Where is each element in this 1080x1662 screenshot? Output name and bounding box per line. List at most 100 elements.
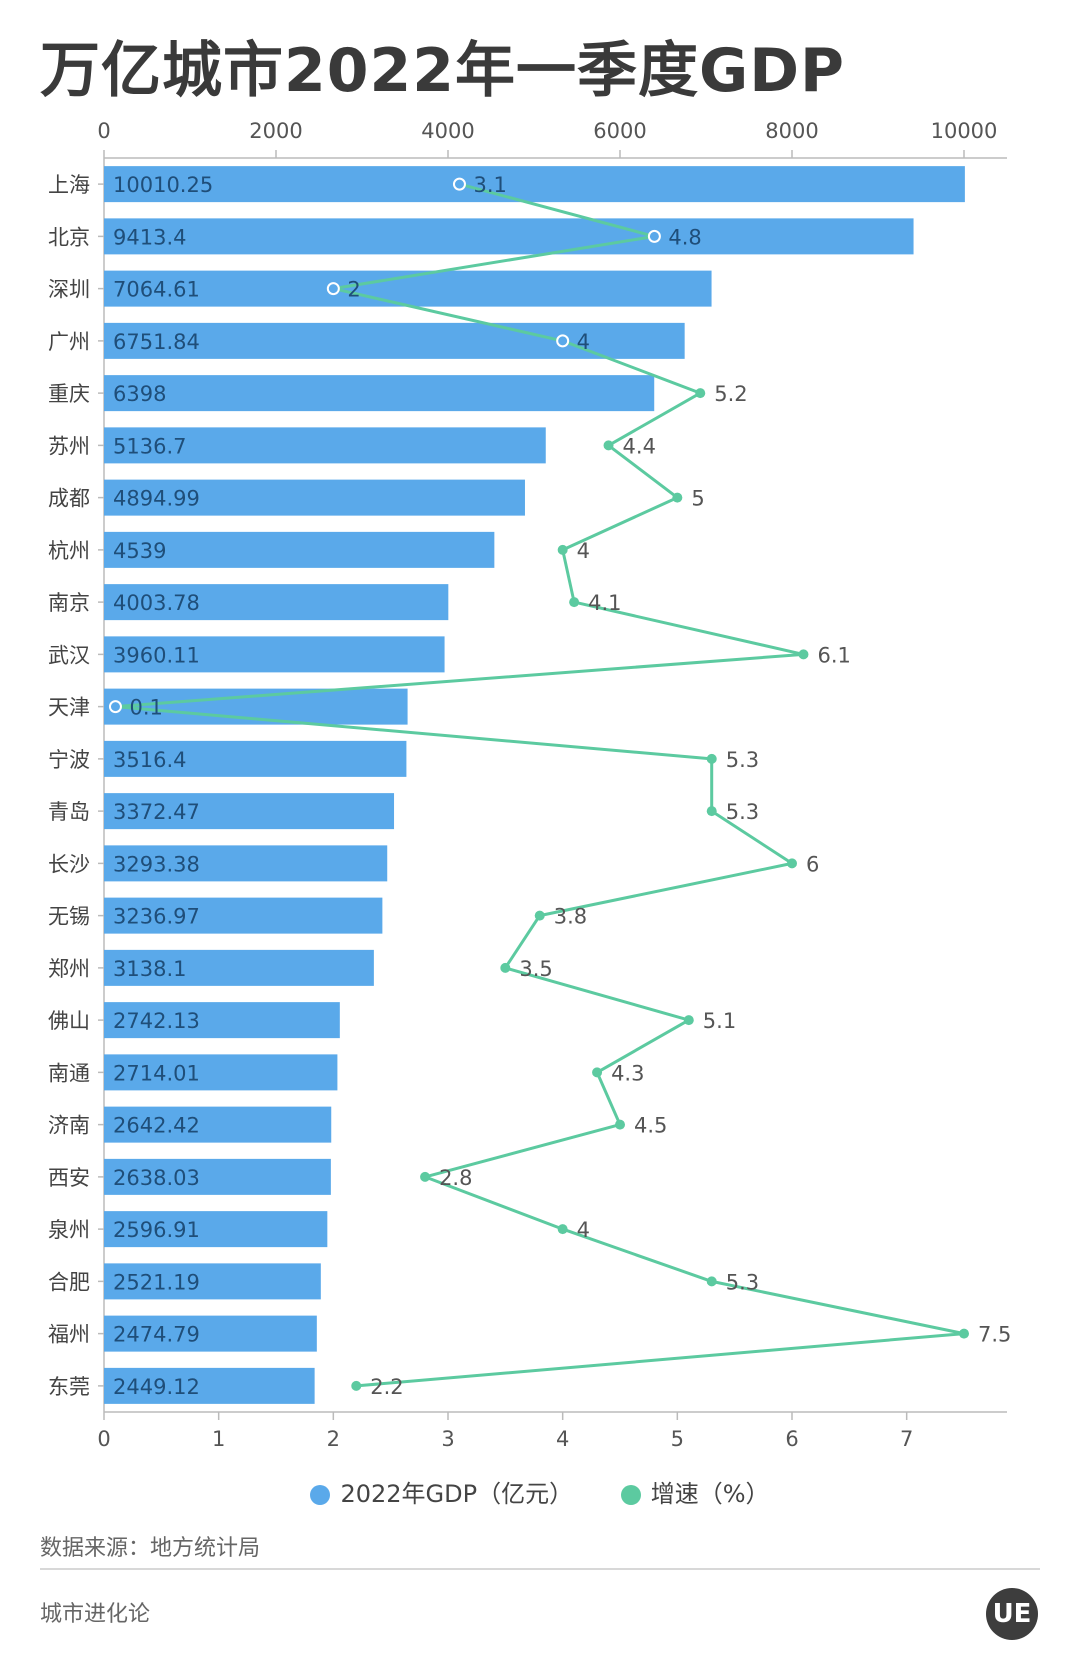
category-label: 杭州 [48,539,90,563]
growth-point [534,910,545,921]
growth-label: 4 [577,1218,590,1242]
gdp-bar [104,1054,338,1091]
category-label: 天津 [48,696,90,720]
gdp-bar-label: 4539 [113,539,166,563]
growth-label: 5.1 [703,1009,736,1033]
legend-label-growth: 增速（%） [650,1480,770,1508]
growth-point [592,1067,603,1078]
growth-point [615,1119,625,1130]
bottom-axis-tick-label: 7 [900,1427,913,1451]
gdp-bar-label: 2642.42 [113,1114,200,1138]
chart-title: 万亿城市2022年一季度GDP [40,36,846,106]
category-label: 福州 [48,1323,90,1347]
top-axis-tick-label: 6000 [593,119,646,143]
category-label: 青岛 [48,800,90,824]
growth-point [706,753,717,764]
growth-label: 4.8 [668,225,701,249]
gdp-bar-label: 6751.84 [113,330,200,354]
growth-point [500,962,511,973]
chart-legend: 2022年GDP（亿元） 增速（%） [0,1474,1080,1509]
gdp-bar [104,949,374,986]
gdp-bar [104,636,445,673]
category-label: 北京 [48,225,90,249]
gdp-bar-label: 2596.91 [113,1218,200,1242]
growth-label: 7.5 [978,1323,1011,1347]
growth-point [798,649,809,660]
category-label: 佛山 [48,1009,90,1033]
top-axis-tick-label: 10000 [931,119,998,143]
category-label: 南京 [48,591,90,615]
growth-point [569,597,580,608]
gdp-bar-label: 2714.01 [113,1061,200,1085]
growth-point [787,858,797,869]
gdp-bar-label: 7064.61 [113,278,200,302]
growth-point [695,388,706,399]
growth-label: 2.8 [439,1166,472,1190]
gdp-bar-label: 6398 [113,382,166,406]
category-label: 合肥 [48,1270,90,1294]
gdp-bar [104,1263,321,1300]
category-label: 成都 [48,487,90,511]
top-axis-tick-label: 0 [97,119,110,143]
brand-logo-icon: UE [986,1588,1038,1640]
growth-label: 5.3 [726,800,759,824]
category-label: 上海 [48,173,90,197]
growth-label: 5.3 [726,1270,759,1294]
top-axis-tick-label: 4000 [421,119,474,143]
gdp-bar-label: 2638.03 [113,1166,200,1190]
gdp-bar-label: 2521.19 [113,1270,200,1294]
growth-point [351,1380,362,1391]
growth-point [326,282,340,296]
category-label: 武汉 [48,643,90,667]
gdp-bar-label: 2449.12 [113,1375,200,1399]
growth-point [556,334,570,348]
category-label: 郑州 [48,957,90,981]
gdp-bar-label: 10010.25 [113,173,213,197]
gdp-bar [104,322,685,359]
growth-label: 4.3 [611,1061,644,1085]
category-label: 长沙 [48,852,90,876]
growth-point [959,1328,969,1339]
gdp-bar [104,166,965,203]
gdp-bar [104,740,407,777]
legend-item-gdp: 2022年GDP（亿元） [310,1474,573,1509]
growth-point [683,1015,694,1026]
gdp-bar [104,427,546,464]
gdp-bar [104,584,449,621]
category-label: 深圳 [48,278,90,302]
category-label: 广州 [48,330,90,354]
gdp-bar [104,1158,331,1195]
growth-label: 3.1 [473,173,506,197]
growth-label: 3.8 [554,905,587,929]
bottom-axis-tick-label: 3 [441,1427,454,1451]
growth-point [420,1171,431,1182]
growth-label: 5.2 [714,382,747,406]
growth-label: 6 [806,852,819,876]
category-label: 重庆 [48,382,90,406]
growth-label: 5 [691,487,704,511]
growth-label: 0.1 [129,696,162,720]
growth-point [672,492,683,503]
gdp-bar-label: 4003.78 [113,591,200,615]
gdp-bar [104,531,495,568]
gdp-bar-label: 2474.79 [113,1323,200,1347]
gdp-bar [104,1002,340,1039]
gdp-bar [104,375,655,412]
gdp-bar [104,1315,317,1352]
category-label: 泉州 [48,1218,90,1242]
gdp-bar-label: 3960.11 [113,643,200,667]
gdp-bar-label: 3138.1 [113,957,186,981]
top-axis-tick-label: 8000 [765,119,818,143]
growth-label: 6.1 [817,643,850,667]
chart-canvas: 0 2000 4000 6000 8000 10000 0 1 2 3 4 5 6 7 上海 10010.25… [48,119,1011,1451]
gdp-bar-label: 3372.47 [113,800,200,824]
growth-point [603,440,614,451]
growth-point [108,700,122,714]
growth-label: 4.1 [588,591,621,615]
legend-swatch-gdp [310,1485,331,1505]
growth-point [557,1224,568,1235]
growth-label: 4.5 [634,1114,667,1138]
legend-label-gdp: 2022年GDP（亿元） [340,1480,574,1508]
growth-label: 5.3 [726,748,759,772]
bottom-axis-tick-label: 2 [327,1427,340,1451]
